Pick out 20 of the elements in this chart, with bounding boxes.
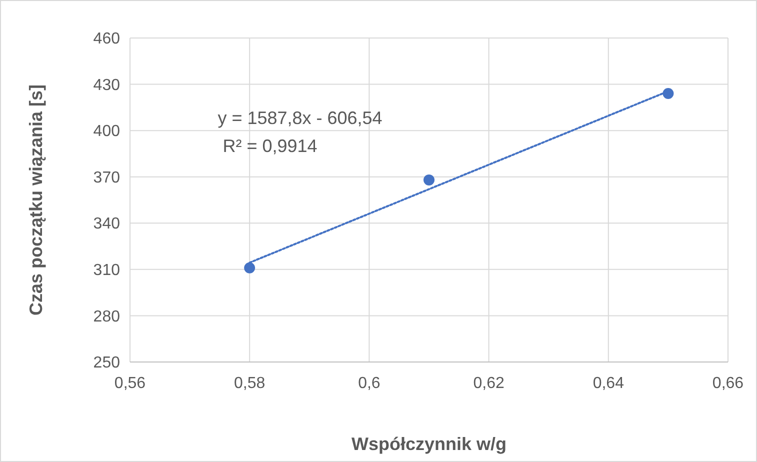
y-tick-label: 310	[93, 262, 120, 280]
x-tick-label: 0,64	[592, 375, 624, 392]
annotation: y = 1587,8x - 606,54	[218, 108, 382, 128]
y-tick-label: 430	[93, 76, 120, 94]
x-tick-label: 0,62	[473, 375, 504, 392]
y-tick-label: 250	[93, 354, 120, 372]
y-tick-label: 340	[93, 216, 120, 233]
x-tick-label: 0,56	[114, 375, 146, 392]
y-axis-title: Czas początku wiązania [s]	[26, 84, 46, 316]
x-tick-label: 0,66	[712, 375, 744, 392]
y-tick-label: 400	[93, 123, 120, 140]
x-tick-label: 0,6	[358, 375, 380, 392]
y-tick-label: 370	[93, 169, 120, 186]
y-tick-label: 280	[93, 308, 120, 326]
annotation: R² = 0,9914	[222, 136, 318, 156]
point	[244, 262, 256, 274]
x-tick-label: 0,58	[234, 375, 266, 392]
x-axis-title: Współczynnik w/g	[351, 434, 507, 454]
point	[424, 174, 434, 186]
y-tick-label: 460	[93, 30, 120, 48]
